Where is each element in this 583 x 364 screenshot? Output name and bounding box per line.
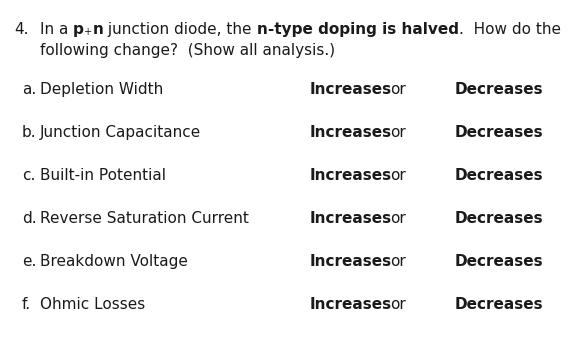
Text: c.: c. bbox=[22, 168, 36, 183]
Text: or: or bbox=[390, 297, 406, 312]
Text: 4.: 4. bbox=[14, 22, 29, 37]
Text: Depletion Width: Depletion Width bbox=[40, 82, 163, 97]
Text: or: or bbox=[390, 254, 406, 269]
Text: junction diode, the: junction diode, the bbox=[103, 22, 257, 37]
Text: Increases: Increases bbox=[310, 254, 392, 269]
Text: b.: b. bbox=[22, 125, 37, 140]
Text: or: or bbox=[390, 82, 406, 97]
Text: Built-in Potential: Built-in Potential bbox=[40, 168, 166, 183]
Text: Reverse Saturation Current: Reverse Saturation Current bbox=[40, 211, 249, 226]
Text: .  How do the: . How do the bbox=[459, 22, 561, 37]
Text: e.: e. bbox=[22, 254, 36, 269]
Text: Ohmic Losses: Ohmic Losses bbox=[40, 297, 145, 312]
Text: Increases: Increases bbox=[310, 211, 392, 226]
Text: Breakdown Voltage: Breakdown Voltage bbox=[40, 254, 188, 269]
Text: Decreases: Decreases bbox=[455, 168, 543, 183]
Text: following change?  (Show all analysis.): following change? (Show all analysis.) bbox=[40, 43, 335, 58]
Text: n-type doping is halved: n-type doping is halved bbox=[257, 22, 459, 37]
Text: d.: d. bbox=[22, 211, 37, 226]
Text: Decreases: Decreases bbox=[455, 254, 543, 269]
Text: or: or bbox=[390, 168, 406, 183]
Text: Increases: Increases bbox=[310, 82, 392, 97]
Text: f.: f. bbox=[22, 297, 31, 312]
Text: or: or bbox=[390, 211, 406, 226]
Text: Decreases: Decreases bbox=[455, 297, 543, 312]
Text: Increases: Increases bbox=[310, 125, 392, 140]
Text: Increases: Increases bbox=[310, 297, 392, 312]
Text: Decreases: Decreases bbox=[455, 82, 543, 97]
Text: In a: In a bbox=[40, 22, 73, 37]
Text: a.: a. bbox=[22, 82, 36, 97]
Text: n: n bbox=[92, 22, 103, 37]
Text: Increases: Increases bbox=[310, 168, 392, 183]
Text: Decreases: Decreases bbox=[455, 125, 543, 140]
Text: Junction Capacitance: Junction Capacitance bbox=[40, 125, 201, 140]
Text: p: p bbox=[73, 22, 84, 37]
Text: +: + bbox=[84, 27, 92, 37]
Text: or: or bbox=[390, 125, 406, 140]
Text: Decreases: Decreases bbox=[455, 211, 543, 226]
